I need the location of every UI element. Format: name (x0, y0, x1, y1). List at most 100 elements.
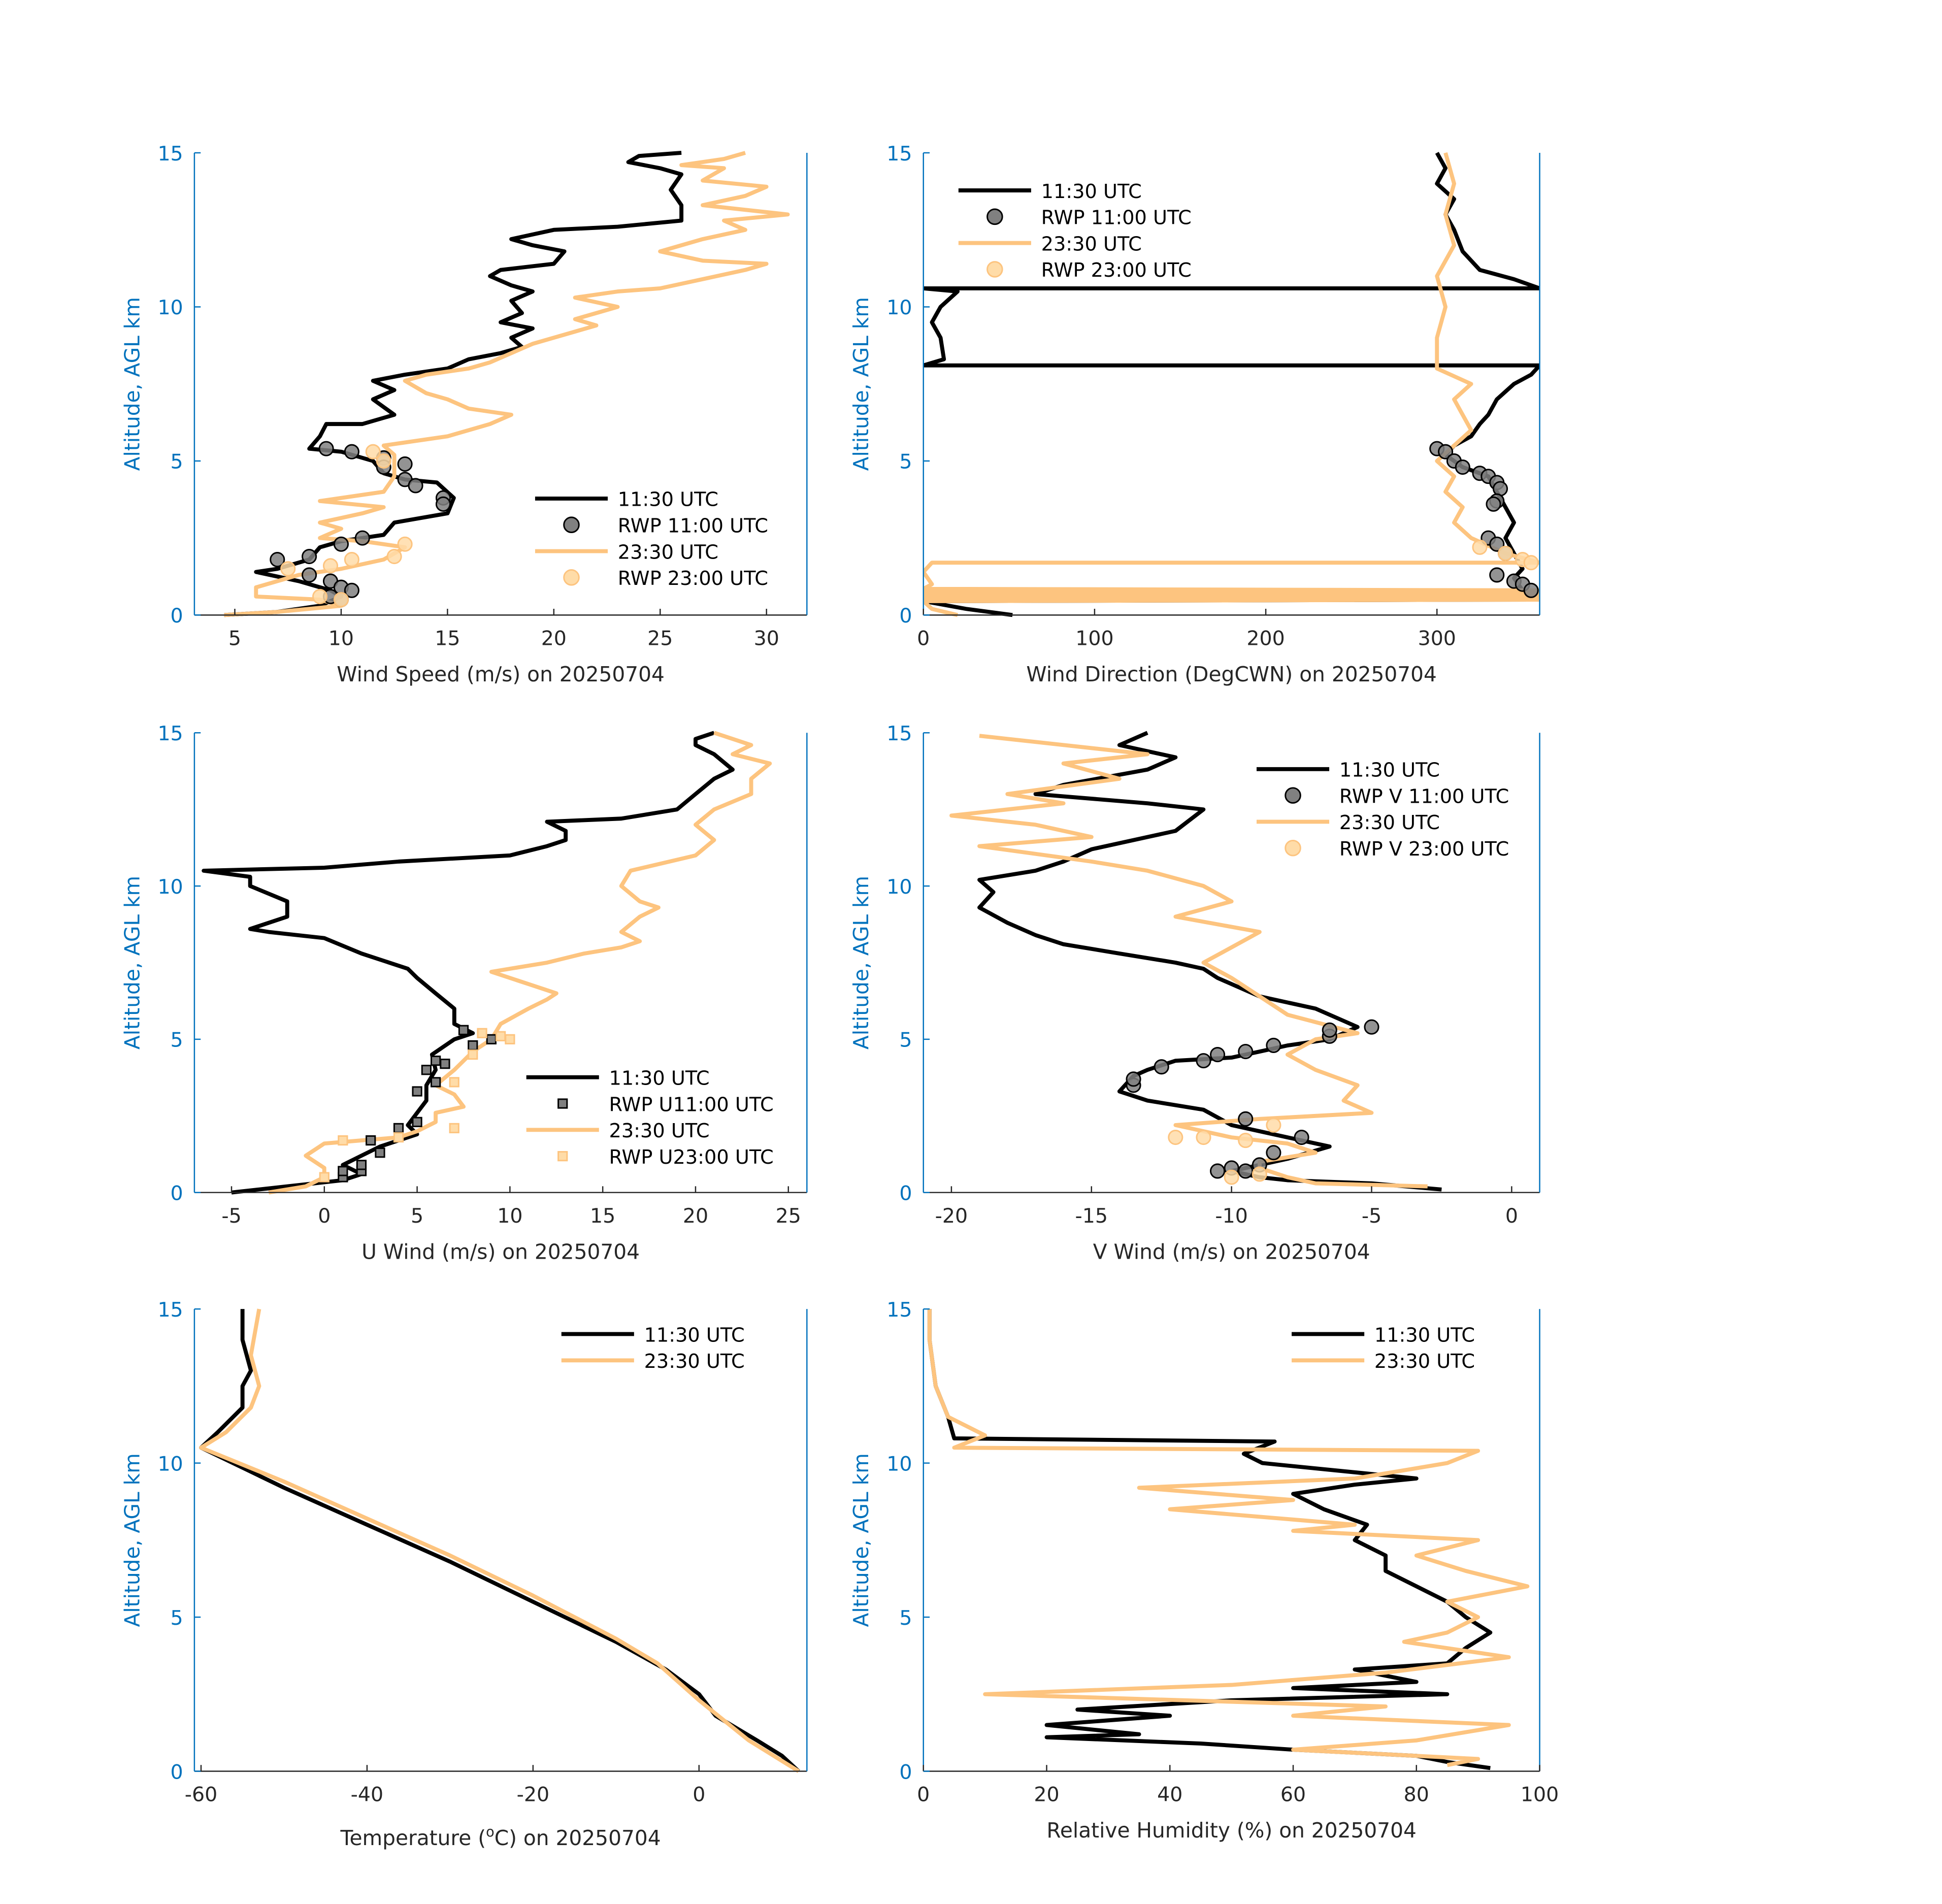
panel-3: -5 0 5 10 15 20 25 0 5 10 15 U Wind (m/s) on 202507… (120, 722, 808, 1264)
rwp-marker (270, 552, 285, 568)
y-tick-label: 15 (157, 142, 183, 166)
x-tick-label: -5 (1362, 1204, 1381, 1228)
rwp-marker (393, 1132, 404, 1143)
legend: 11:30 UTC RWP 11:00 UTC 23:30 UTC RWP 23:00… (958, 181, 1192, 282)
legend-swatch (1285, 787, 1301, 804)
x-tick-label: 20 (541, 627, 567, 650)
panel-5: -60 -40 -20 0 0 5 10 15 Temperature (oC) on 2025… (120, 1298, 808, 1850)
y-tick-label: 5 (899, 1606, 912, 1630)
x-tick-label: 0 (1505, 1204, 1518, 1228)
rwp-marker (1489, 567, 1505, 583)
y-tick-label: 5 (899, 1029, 912, 1052)
series-line-11-30-utc (202, 731, 735, 1195)
rwp-marker (486, 1034, 497, 1044)
rwp-marker (1523, 555, 1539, 571)
rwp-marker (397, 456, 413, 472)
y-axis-label: Altitude, AGL km (849, 1453, 873, 1627)
series-line-23-30-utc (923, 152, 1540, 617)
legend-label: 11:30 UTC (618, 489, 718, 511)
x-tick-label: 20 (683, 1204, 708, 1228)
rwp-marker (1210, 1163, 1226, 1179)
plot-area (199, 1308, 800, 1773)
rwp-marker (344, 444, 359, 459)
legend: 11:30 UTC RWP V 11:00 UTC 23:30 UTC RWP V 2… (1257, 760, 1509, 861)
rwp-marker (468, 1049, 478, 1060)
rwp-marker (338, 1135, 348, 1146)
rwp-marker (468, 1040, 478, 1051)
x-tick-label: 5 (228, 627, 241, 650)
legend-label: RWP 23:00 UTC (1041, 259, 1192, 282)
x-tick-label: -15 (1075, 1204, 1108, 1228)
rwp-marker (344, 582, 359, 598)
x-tick-label: 300 (1418, 627, 1456, 650)
rwp-marker (386, 548, 402, 565)
panel-6: 0 20 40 60 80 100 0 5 10 15 Relative Humidity (%) … (849, 1298, 1559, 1843)
rwp-marker (1294, 1129, 1309, 1145)
legend-label: 11:30 UTC (1374, 1324, 1475, 1347)
y-tick-label: 15 (886, 722, 912, 745)
legend-label: 23:30 UTC (644, 1351, 745, 1373)
rwp-marker (1266, 1145, 1281, 1161)
rwp-marker (1489, 536, 1505, 552)
rwp-marker (1196, 1129, 1211, 1145)
rwp-marker (1364, 1019, 1379, 1035)
rwp-marker (1498, 545, 1513, 562)
y-tick-label: 5 (171, 1606, 183, 1630)
plot-area (949, 731, 1442, 1192)
y-tick-label: 0 (899, 1181, 912, 1205)
x-tick-label: 200 (1246, 627, 1285, 650)
rwp-marker (1238, 1111, 1254, 1127)
rwp-marker (495, 1031, 506, 1041)
x-tick-label: 100 (1521, 1783, 1559, 1807)
x-axis-label: Wind Speed (m/s) on 20250704 (337, 662, 665, 686)
y-tick-label: 10 (886, 875, 912, 899)
series-line-23-30-utc (927, 1309, 1530, 1767)
x-label-part: Temperature ( (340, 1826, 486, 1850)
legend-label: 23:30 UTC (1041, 233, 1142, 255)
legend-label: RWP V 11:00 UTC (1339, 785, 1509, 808)
legend-swatch (1285, 839, 1301, 857)
legend-label: RWP 23:00 UTC (618, 568, 768, 590)
y-tick-label: 5 (171, 1029, 183, 1052)
rwp-marker (302, 548, 317, 565)
legend-label: 23:30 UTC (609, 1120, 710, 1142)
y-axis-label: Altitude, AGL km (120, 876, 144, 1049)
rwp-marker (1322, 1022, 1337, 1038)
plot-area (224, 151, 790, 617)
rwp-marker (366, 1135, 376, 1146)
rwp-marker (1238, 1133, 1254, 1148)
rwp-marker (1252, 1166, 1267, 1182)
x-tick-label: -20 (935, 1204, 968, 1228)
x-label-part: C) on 20250704 (495, 1826, 661, 1850)
rwp-marker (397, 536, 413, 552)
y-tick-label: 10 (157, 296, 183, 319)
legend-label: 11:30 UTC (1339, 760, 1440, 782)
series-line-11-30-utc (927, 1309, 1493, 1770)
rwp-marker (312, 588, 328, 604)
series-line-11-30-utc (199, 1309, 800, 1773)
rwp-marker (431, 1077, 441, 1088)
series-line-23-30-utc (224, 151, 790, 617)
y-tick-label: 5 (171, 450, 183, 474)
rwp-marker (375, 1147, 385, 1158)
legend-label: 11:30 UTC (644, 1324, 745, 1347)
rwp-marker (322, 558, 339, 574)
rwp-marker (440, 1059, 450, 1069)
x-tick-label: 15 (590, 1204, 615, 1228)
x-tick-label: 100 (1075, 627, 1113, 650)
plot-area (202, 731, 772, 1195)
x-tick-label: 25 (647, 627, 673, 650)
x-tick-label: 15 (435, 627, 460, 650)
y-tick-label: 10 (886, 1452, 912, 1475)
rwp-marker (431, 1056, 441, 1066)
x-axis-label: Wind Direction (DegCWN) on 20250704 (1026, 662, 1437, 686)
x-tick-label: -60 (185, 1783, 217, 1807)
y-tick-label: 10 (157, 875, 183, 899)
rwp-marker (333, 536, 349, 552)
x-tick-label: 0 (917, 1783, 930, 1807)
x-axis-label: Relative Humidity (%) on 20250704 (1046, 1818, 1416, 1843)
x-tick-label: -40 (351, 1783, 383, 1807)
x-tick-label: 0 (318, 1204, 331, 1228)
rwp-marker (1438, 444, 1454, 459)
